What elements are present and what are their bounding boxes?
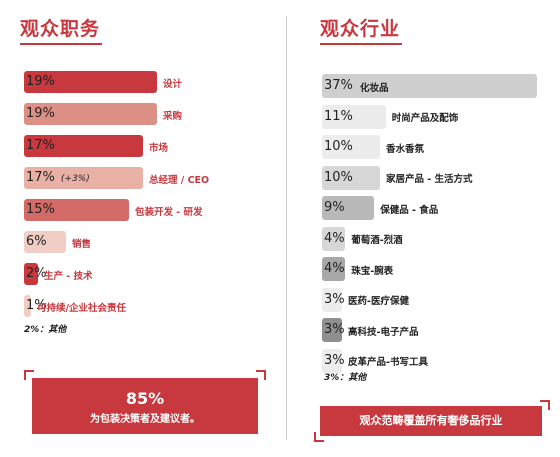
bar-1 [24,71,157,93]
industry-callout-text: 观众范畴覆盖所有奢侈品行业 [359,414,503,427]
job-role-callout: 85% 为包装决策者及建议者。 [32,378,258,434]
bar-4 [322,165,380,190]
bar-6 [24,231,66,253]
category-label-3: 市场 [149,142,169,154]
category-label-9: 高科技-电子产品 [348,326,419,338]
category-label-5: 包装开发 - 研发 [135,206,203,218]
bar-5 [322,196,375,220]
category-label-4: 总经理 / CEO [149,174,210,186]
value-label-6: 6% [26,234,47,249]
job-role-panel: 观众职务 19% 设计 19% 采购 17% 市场 17% (+3%) 总经理 / CEO 15%… [20,18,266,434]
bar-5 [24,199,129,221]
bar-7 [24,263,38,285]
callout-corner-top-right [256,370,266,380]
value-label-1: 19% [26,74,55,89]
panel-divider [286,16,287,440]
bar-6 [322,226,346,251]
value-label-2: 19% [26,106,55,121]
value-label-7: 4% [324,261,345,276]
value-label-2: 11% [324,108,353,124]
value-label-8: 1% [26,298,47,313]
category-label-5: 保健品 - 食品 [380,204,439,216]
job-role-title: 观众职务 [20,18,101,40]
category-label-6: 销售 [72,238,92,250]
callout-percentage: 85% [125,389,165,408]
job-role-other-note: 2%：其他 [24,325,67,335]
category-label-3: 香水香氛 [386,143,425,155]
bar-1 [322,74,537,98]
value-label-7: 2% [26,266,47,281]
value-label-4: 10% [324,169,353,185]
category-label-1: 设计 [163,78,183,90]
category-label-4: 家居产品 - 生活方式 [386,174,473,185]
industry-other-note: 3%：其他 [324,373,367,383]
category-label-2: 采购 [163,110,183,122]
bar-3 [322,135,380,159]
industry-title: 观众行业 [320,18,401,40]
bar-2 [322,104,386,129]
bar-8 [24,295,31,317]
value-label-8: 3% [324,291,345,307]
change-annotation: (+3%) [60,174,90,184]
bar-4 [24,167,143,189]
bar-10 [322,348,342,373]
callout-corner-top-left [24,370,34,380]
category-label-7: 珠宝-腕表 [351,265,394,277]
bar-9 [322,318,342,342]
value-label-3: 10% [324,139,353,154]
value-label-5: 9% [324,200,345,215]
job-role-title-underline [20,43,102,45]
bar-7 [322,257,346,281]
callout-text: 为包装决策者及建议者。 [90,414,200,425]
bar-2 [24,103,157,125]
category-label-8: 可持续/企业社会责任 [37,302,126,314]
value-label-6: 4% [324,230,345,246]
value-label-3: 17% [26,138,55,153]
category-label-10: 皮革产品-书写工具 [348,357,428,368]
industry-title-underline [320,43,402,45]
industry-callout: 观众范畴覆盖所有奢侈品行业 [320,406,542,436]
bar-3 [24,135,143,157]
category-label-6: 葡萄酒-烈酒 [351,235,403,246]
bar-8 [322,287,342,312]
industry-callout-corner-bottom-left [314,432,324,442]
industry-callout-corner-top-right [540,400,550,410]
category-label-2: 时尚产品及配饰 [391,113,459,124]
value-label-1: 37% [324,78,353,93]
category-label-7: 生产 - 技术 [44,270,93,282]
value-label-4: 17% (+3%) [26,170,90,185]
value-label-5: 15% [26,202,55,217]
value-label-9: 3% [324,322,345,337]
category-label-1: 化妆品 [360,82,389,94]
value-label-10: 3% [324,352,345,368]
category-label-8: 医药-医疗保健 [348,296,409,307]
industry-panel: 观众行业 37% 化妆品 11% 时尚产品及配饰 10% 香水香氛 10% 家居产品 - 生活… [300,0,560,457]
